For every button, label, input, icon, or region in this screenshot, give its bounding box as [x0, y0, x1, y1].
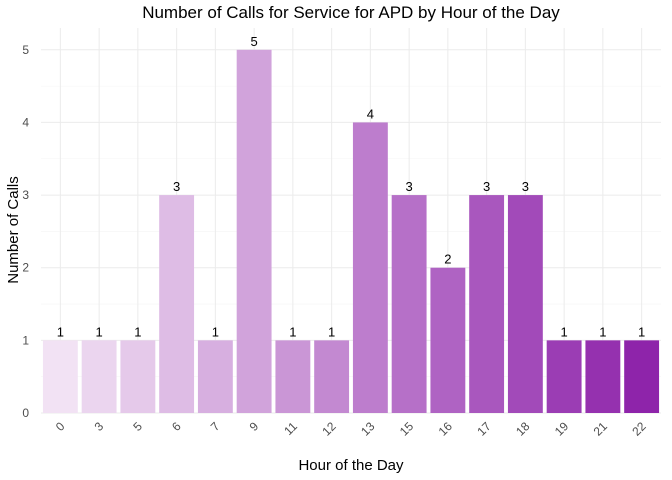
- x-tick-label: 3: [92, 419, 107, 434]
- y-tick-label: 0: [22, 406, 29, 420]
- x-axis-ticks: 0 3 5 6 7 9 11 12 13 15 16 17 18 19 21 22: [53, 419, 649, 439]
- x-tick-label: 7: [208, 419, 223, 434]
- bar: [159, 195, 195, 413]
- x-tick-label: 15: [397, 419, 417, 439]
- x-tick-label: 6: [169, 419, 184, 434]
- x-tick-label: 19: [552, 419, 572, 439]
- bar: [275, 340, 311, 413]
- data-label: 1: [599, 324, 606, 339]
- x-tick-label: 18: [513, 419, 533, 439]
- bar: [81, 340, 117, 413]
- chart-title: Number of Calls for Service for APD by H…: [142, 3, 560, 22]
- bar: [507, 195, 543, 413]
- x-tick-label: 17: [474, 419, 494, 439]
- data-label: 1: [212, 324, 219, 339]
- bar: [624, 340, 660, 413]
- bar: [391, 195, 427, 413]
- bars: [42, 49, 660, 414]
- y-axis-title: Number of Calls: [5, 176, 22, 284]
- bar: [314, 340, 350, 413]
- data-label: 3: [406, 179, 413, 194]
- x-tick-label: 9: [247, 419, 262, 434]
- y-tick-label: 3: [22, 188, 29, 202]
- data-label: 1: [638, 324, 645, 339]
- y-tick-label: 1: [22, 333, 29, 347]
- bar: [469, 195, 505, 413]
- data-labels: 1 1 1 3 1 5 1 1 4 3 2 3 3 1 1 1: [57, 34, 645, 340]
- data-label: 1: [561, 324, 568, 339]
- bar: [197, 340, 233, 413]
- data-label: 1: [289, 324, 296, 339]
- x-tick-label: 11: [281, 419, 300, 438]
- data-label: 2: [444, 252, 451, 267]
- data-label: 1: [96, 324, 103, 339]
- x-tick-label: 5: [130, 419, 145, 434]
- x-tick-label: 13: [358, 419, 378, 439]
- bar: [42, 340, 78, 413]
- data-label: 1: [134, 324, 141, 339]
- x-tick-label: 12: [319, 419, 339, 439]
- bar: [430, 267, 466, 413]
- data-label: 3: [483, 179, 490, 194]
- x-tick-label: 22: [629, 419, 649, 439]
- bar: [585, 340, 621, 413]
- x-axis-title: Hour of the Day: [298, 457, 404, 474]
- x-tick-label: 0: [53, 419, 68, 434]
- data-label: 4: [367, 106, 374, 121]
- x-tick-label: 16: [436, 419, 456, 439]
- y-axis-ticks: 0 1 2 3 4 5: [22, 43, 29, 420]
- data-label: 1: [328, 324, 335, 339]
- data-label: 3: [173, 179, 180, 194]
- data-label: 3: [522, 179, 529, 194]
- data-label: 1: [57, 324, 64, 339]
- y-tick-label: 5: [22, 43, 29, 57]
- bar: [546, 340, 582, 413]
- data-label: 5: [251, 34, 258, 49]
- bar: [120, 340, 156, 413]
- bar: [236, 49, 272, 414]
- bar: [352, 122, 388, 413]
- y-tick-label: 2: [22, 261, 29, 275]
- y-tick-label: 4: [22, 115, 29, 129]
- x-tick-label: 21: [591, 419, 611, 439]
